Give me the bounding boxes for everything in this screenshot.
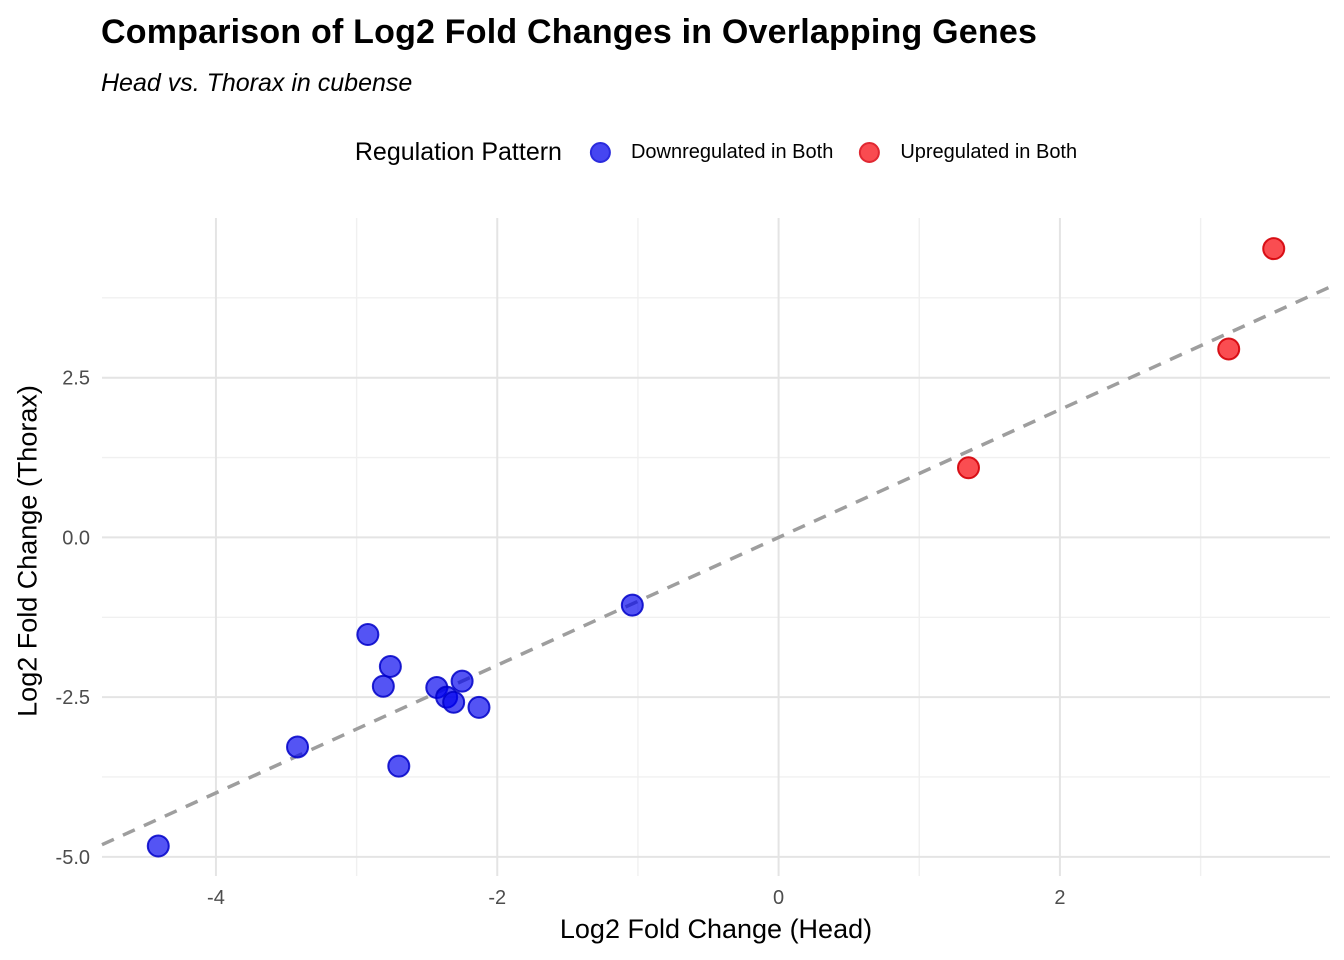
data-point <box>467 695 491 719</box>
y-axis-title: Log2 Fold Change (Thorax) <box>12 385 43 717</box>
major-gridlines <box>102 218 1330 876</box>
data-point <box>378 654 402 678</box>
legend: Regulation Pattern Downregulated in Both… <box>355 130 1077 174</box>
data-point <box>1217 337 1241 361</box>
x-tick-label: -4 <box>207 887 225 909</box>
data-point <box>1262 237 1286 261</box>
data-point <box>442 690 466 714</box>
legend-title: Regulation Pattern <box>354 137 562 166</box>
legend-item-downregulated: Downregulated in Both <box>589 140 834 164</box>
x-tick-label: -2 <box>488 887 506 909</box>
legend-item-label: Upregulated in Both <box>900 140 1078 163</box>
data-point <box>146 834 170 858</box>
data-point <box>450 669 474 693</box>
data-point <box>371 674 395 698</box>
legend-item-upregulated: Upregulated in Both <box>859 141 1077 164</box>
identity-reference-line <box>101 285 1331 847</box>
data-point <box>956 456 980 480</box>
x-axis-title: Log2 Fold Change (Head) <box>559 914 873 944</box>
chart-title: Comparison of Log2 Fold Changes in Overl… <box>101 13 1038 51</box>
blue-point-icon <box>589 141 611 163</box>
minor-gridlines <box>102 218 1330 876</box>
y-tick-label: -2.5 <box>56 687 90 709</box>
x-tick-label: 2 <box>1054 887 1065 909</box>
x-axis-tick-labels: -4 -2 0 2 <box>207 887 1065 909</box>
data-point <box>356 623 380 647</box>
y-tick-label: 0.0 <box>62 527 90 549</box>
x-tick-label: 0 <box>773 887 784 909</box>
data-point <box>387 754 411 778</box>
legend-item-label: Downregulated in Both <box>630 140 834 163</box>
y-tick-label: -5.0 <box>56 847 90 869</box>
data-points <box>146 237 1286 858</box>
chart-subtitle: Head vs. Thorax in cubense <box>101 69 413 97</box>
data-point <box>286 735 310 759</box>
y-tick-label: 2.5 <box>62 368 90 390</box>
y-axis-tick-labels: -5.0 -2.5 0.0 2.5 <box>56 368 90 869</box>
data-point <box>620 593 644 617</box>
red-point-icon <box>859 141 881 163</box>
